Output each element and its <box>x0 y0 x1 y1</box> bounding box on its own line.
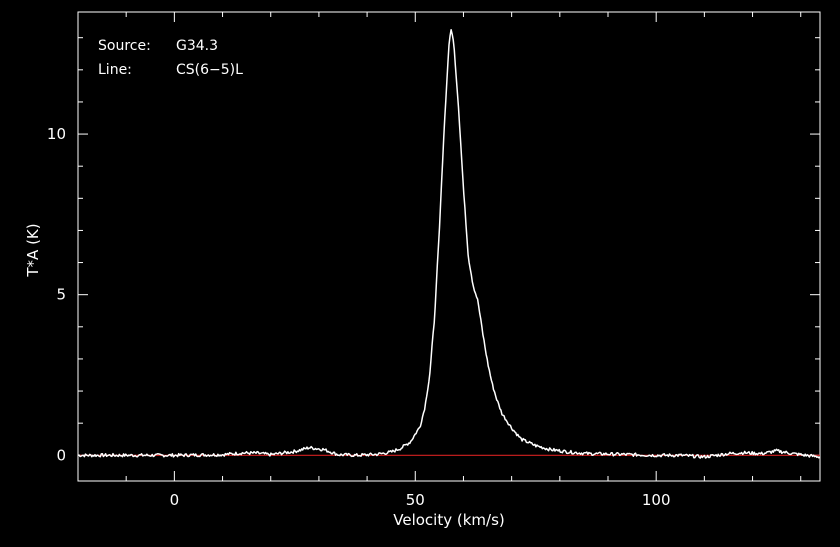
x-tick-label: 0 <box>170 491 180 509</box>
spectrum-line <box>77 28 821 459</box>
plot-frame <box>77 11 821 482</box>
source-value: G34.3 <box>176 38 218 54</box>
source-key: Source: <box>98 38 151 54</box>
y-axis-label: T*A (K) <box>24 223 42 277</box>
y-tick-label: 0 <box>56 446 66 464</box>
x-axis-label: Velocity (km/s) <box>393 511 504 529</box>
y-tick-label: 5 <box>56 286 66 304</box>
line-key: Line: <box>98 62 132 78</box>
axis-ticks <box>78 12 820 481</box>
line-value: CS(6−5)L <box>176 62 243 78</box>
tick-labels: 0 50 100 0 5 10 <box>47 125 671 509</box>
x-tick-label: 100 <box>642 491 671 509</box>
y-tick-label: 10 <box>47 125 66 143</box>
x-tick-label: 50 <box>406 491 425 509</box>
